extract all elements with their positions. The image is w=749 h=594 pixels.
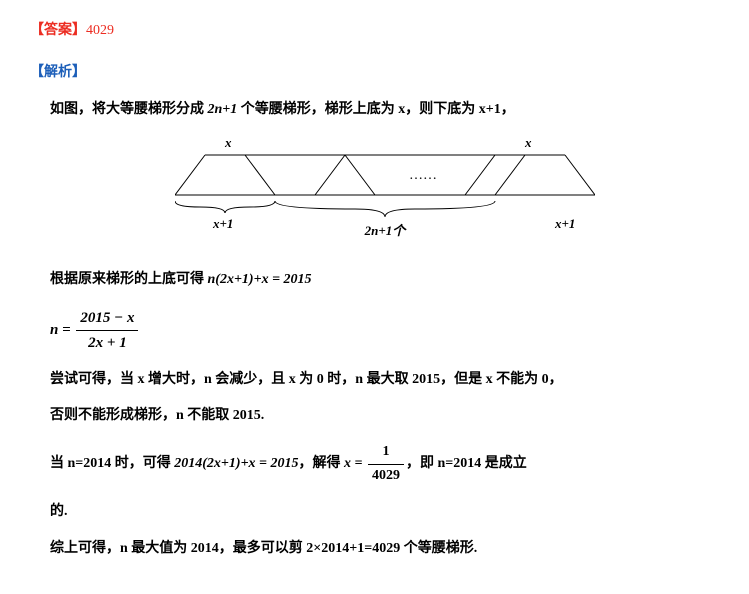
analysis-content: 如图，将大等腰梯形分成 2n+1 个等腰梯形，梯形上底为 x，则下底为 x+1，… — [50, 99, 719, 560]
diag-x-left: x — [224, 135, 232, 150]
formula-n-lhs: n = — [50, 322, 74, 338]
analysis-label: 【解析】 — [30, 62, 719, 84]
para5-mid: ，解得 — [299, 456, 345, 471]
formula-n-frac: 2015 − x2x + 1 — [76, 306, 138, 355]
para-2: 根据原来梯形的上底可得 n(2x+1)+x = 2015 — [50, 269, 719, 291]
para2-math: n(2x+1)+x = 2015 — [208, 272, 312, 287]
para1-pre: 如图，将大等腰梯形分成 — [50, 102, 208, 117]
diag-dots: …… — [409, 168, 437, 183]
para5-post: ，即 n=2014 是成立 — [406, 456, 527, 471]
para-5: 当 n=2014 时，可得 2014(2x+1)+x = 2015，解得 x =… — [50, 441, 719, 487]
answer-label: 【答案】 — [30, 23, 86, 38]
para5-frac: x = 14029 — [344, 456, 406, 471]
answer-value: 4029 — [86, 23, 114, 38]
trapezoid-diagram: x x …… x+1 x+1 2n+1个 — [175, 135, 595, 255]
para5-pre: 当 n=2014 时，可得 — [50, 456, 174, 471]
para-3: 尝试可得，当 x 增大时，n 会减少，且 x 为 0 时，n 最大取 2015，… — [50, 369, 719, 391]
formula-n-num: 2015 − x — [76, 306, 138, 331]
para-6: 的. — [50, 501, 719, 523]
para5-frac-lhs: x = — [344, 456, 366, 471]
para1-math: 2n+1 — [208, 102, 238, 117]
diag-x-right: x — [524, 135, 532, 150]
para5-frac-den: 4029 — [368, 465, 404, 487]
para-1: 如图，将大等腰梯形分成 2n+1 个等腰梯形，梯形上底为 x，则下底为 x+1， — [50, 99, 719, 121]
para1-post: 个等腰梯形，梯形上底为 x，则下底为 x+1， — [237, 102, 514, 117]
para-4: 否则不能形成梯形，n 不能取 2015. — [50, 405, 719, 427]
para5-math: 2014(2x+1)+x = 2015 — [174, 456, 298, 471]
para2-pre: 根据原来梯形的上底可得 — [50, 272, 208, 287]
para5-frac-num: 1 — [368, 441, 404, 464]
diag-count: 2n+1个 — [363, 223, 407, 238]
diag-x1-left: x+1 — [212, 216, 233, 231]
answer-line: 【答案】4029 — [30, 20, 719, 42]
formula-n: n = 2015 − x2x + 1 — [50, 306, 719, 355]
diag-x1-right: x+1 — [554, 216, 575, 231]
formula-n-den: 2x + 1 — [76, 331, 138, 355]
